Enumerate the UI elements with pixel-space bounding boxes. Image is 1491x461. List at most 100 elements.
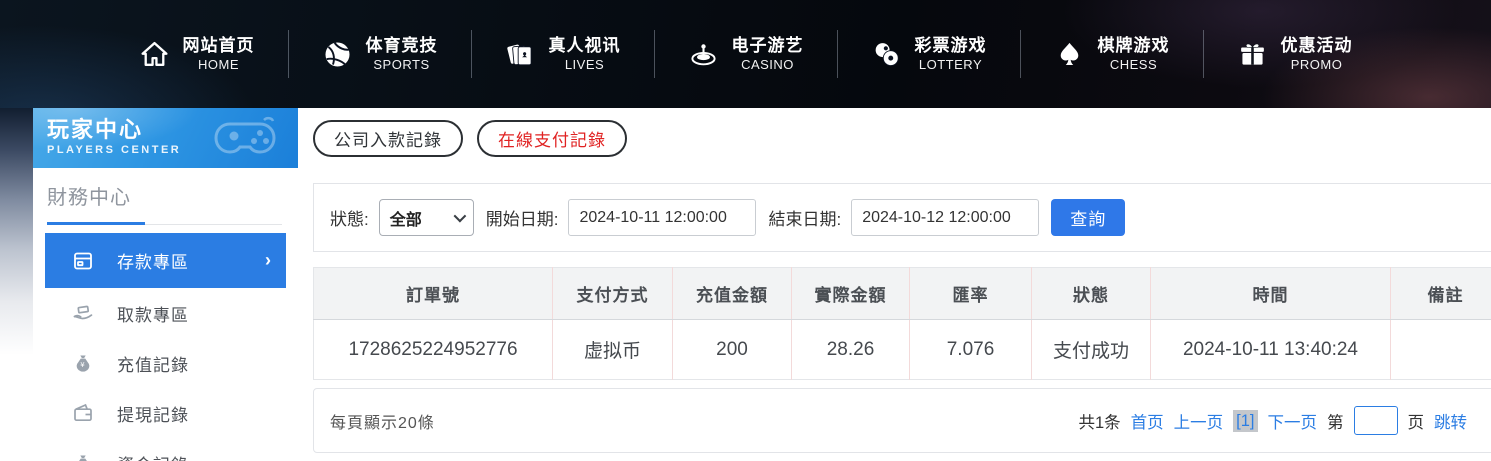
pager-controls: 共1条 首页 上一页 [1] 下一页 第 页 跳转 xyxy=(1078,406,1467,435)
nav-divider xyxy=(470,30,472,78)
pagination-bar: 每頁顯示20條 共1条 首页 上一页 [1] 下一页 第 页 跳转 xyxy=(313,388,1491,453)
start-date-input[interactable] xyxy=(568,199,757,236)
wallet-icon xyxy=(74,403,92,422)
nav-label-en: LIVES xyxy=(564,56,605,72)
col-status: 狀態 xyxy=(1031,267,1151,320)
coin-bag-icon xyxy=(79,455,87,461)
sidebar-subtitle: PLAYERS CENTER xyxy=(47,144,182,156)
total-count: 共1条 xyxy=(1078,413,1121,432)
nav-label-zh: 真人视讯 xyxy=(548,35,621,55)
sidebar-title: 玩家中心 xyxy=(47,117,144,142)
first-page-link[interactable]: 首页 xyxy=(1130,413,1164,432)
cell-time: 2024-10-11 13:40:24 xyxy=(1150,319,1391,380)
sidebar-menu: 存款專區 › 取款專區 ¥ 充值記錄 提現記錄 xyxy=(33,233,298,461)
cell-exchange-rate: 7.076 xyxy=(909,319,1032,380)
sidebar-item-label: 存款專區 xyxy=(117,253,189,272)
chevron-right-icon: › xyxy=(265,250,272,270)
sidebar-item-label: 資金記錄 xyxy=(117,451,189,461)
jump-suffix: 页 xyxy=(1407,413,1425,432)
spade-icon xyxy=(1060,42,1078,65)
record-tabs: 公司入款記錄 在線支付記錄 xyxy=(313,120,1491,157)
status-select-value: 全部 xyxy=(389,211,422,229)
cell-status: 支付成功 xyxy=(1031,319,1151,380)
nav-label-en: CHESS xyxy=(1109,56,1158,72)
cell-order-number: 1728625224952776 xyxy=(348,338,518,360)
prev-page-link[interactable]: 上一页 xyxy=(1173,413,1224,432)
sidebar-item-fund-records[interactable]: 資金記錄 xyxy=(45,438,286,461)
col-remark: 備註 xyxy=(1390,267,1491,320)
jump-action-link[interactable]: 跳转 xyxy=(1434,413,1467,432)
end-date-input[interactable] xyxy=(851,199,1040,236)
nav-label-zh: 网站首页 xyxy=(182,35,255,55)
nav-item-casino[interactable]: 电子游艺 CASINO xyxy=(655,36,837,73)
roulette-icon xyxy=(690,43,716,65)
sidebar-item-label: 取款專區 xyxy=(117,305,189,325)
page-number-input[interactable] xyxy=(1353,406,1398,435)
nav-item-sports[interactable]: 体育竞技 SPORTS xyxy=(289,36,471,73)
svg-text:¥: ¥ xyxy=(80,361,85,369)
nav-divider xyxy=(836,30,838,78)
filter-bar: 狀態: 全部 開始日期: 結束日期: 查詢 xyxy=(313,183,1491,252)
money-bag-icon: ¥ xyxy=(76,355,90,372)
finance-section-title: 財務中心 xyxy=(47,187,131,209)
cell-actual-amount: 28.26 xyxy=(791,319,910,380)
main-content: 公司入款記錄 在線支付記錄 狀態: 全部 開始日期: 結束日期: 查詢 訂單號 … xyxy=(313,108,1491,453)
sidebar-item-recharge-records[interactable]: ¥ 充值記錄 xyxy=(45,338,286,388)
nav-divider xyxy=(1019,30,1021,78)
nav-label-en: CASINO xyxy=(741,56,794,72)
page-size-text: 每頁顯示20條 xyxy=(330,414,435,432)
nav-label-zh: 棋牌游戏 xyxy=(1097,35,1170,55)
nav-divider xyxy=(1202,30,1204,78)
nav-label-en: LOTTERY xyxy=(918,56,983,72)
basketball-icon xyxy=(324,41,350,67)
nav-item-lottery[interactable]: 彩票游戏 LOTTERY xyxy=(838,36,1020,73)
search-button[interactable]: 查詢 xyxy=(1051,199,1126,236)
nav-item-chess[interactable]: 棋牌游戏 CHESS xyxy=(1021,36,1203,73)
start-date-label: 開始日期: xyxy=(485,210,559,229)
left-gradient-strip xyxy=(0,108,33,461)
status-label: 狀態: xyxy=(330,210,369,229)
nav-label-zh: 电子游艺 xyxy=(731,35,804,55)
col-actual-amount: 實際金額 xyxy=(791,267,910,320)
status-select[interactable]: 全部 xyxy=(378,199,474,236)
cell-recharge-amount: 200 xyxy=(672,319,792,380)
col-exchange-rate: 匯率 xyxy=(909,267,1032,320)
chevron-down-icon xyxy=(453,209,467,223)
nav-item-promo[interactable]: 优惠活动 PROMO xyxy=(1204,36,1386,73)
tab-company-deposit-records[interactable]: 公司入款記錄 xyxy=(313,120,463,157)
sidebar-item-withdrawal-records[interactable]: 提現記錄 xyxy=(45,388,286,438)
section-underline xyxy=(47,222,284,225)
players-center-sidebar: 玩家中心 PLAYERS CENTER 財務中心 存款專區 › 取款專區 xyxy=(33,108,298,461)
sidebar-item-deposit[interactable]: 存款專區 › xyxy=(45,233,286,288)
nav-item-lives[interactable]: 真人视讯 LIVES xyxy=(472,36,654,73)
lottery-balls-icon xyxy=(875,42,899,66)
col-order-number: 訂單號 xyxy=(313,267,553,320)
gamepad-watermark-icon xyxy=(214,116,276,154)
cards-icon xyxy=(506,44,532,65)
nav-label-en: HOME xyxy=(198,56,239,72)
nav-label-en: SPORTS xyxy=(373,56,430,72)
tab-online-payment-records[interactable]: 在線支付記錄 xyxy=(477,120,627,157)
col-recharge-amount: 充值金額 xyxy=(672,267,792,320)
nav-label-zh: 体育竞技 xyxy=(365,35,438,55)
nav-label-zh: 优惠活动 xyxy=(1280,35,1353,55)
nav-divider xyxy=(653,30,655,78)
deposit-terminal-icon xyxy=(74,252,92,269)
sidebar-item-label: 充值記錄 xyxy=(117,355,189,375)
hand-money-icon xyxy=(73,305,93,320)
nav-divider xyxy=(287,30,289,78)
top-navigation: 网站首页 HOME 体育竞技 SPORTS 真人视讯 LIVES xyxy=(0,0,1491,108)
table-header-row: 訂單號 支付方式 充值金額 實際金額 匯率 狀態 時間 備註 xyxy=(313,267,1491,320)
next-page-link[interactable]: 下一页 xyxy=(1267,413,1318,432)
sidebar-item-withdraw[interactable]: 取款專區 xyxy=(45,288,286,338)
payment-records-table: 訂單號 支付方式 充值金額 實際金額 匯率 狀態 時間 備註 172862522… xyxy=(313,267,1491,380)
nav-label-en: PROMO xyxy=(1290,56,1343,72)
nav-label-zh: 彩票游戏 xyxy=(914,35,987,55)
col-time: 時間 xyxy=(1150,267,1391,320)
cell-remark xyxy=(1390,319,1491,380)
nav-item-home[interactable]: 网站首页 HOME xyxy=(106,36,288,73)
jump-prefix: 第 xyxy=(1327,413,1344,432)
table-row: 1728625224952776 虚拟币 200 28.26 7.076 支付成… xyxy=(314,319,1491,380)
current-page-indicator[interactable]: [1] xyxy=(1233,409,1258,432)
home-icon xyxy=(140,41,168,66)
